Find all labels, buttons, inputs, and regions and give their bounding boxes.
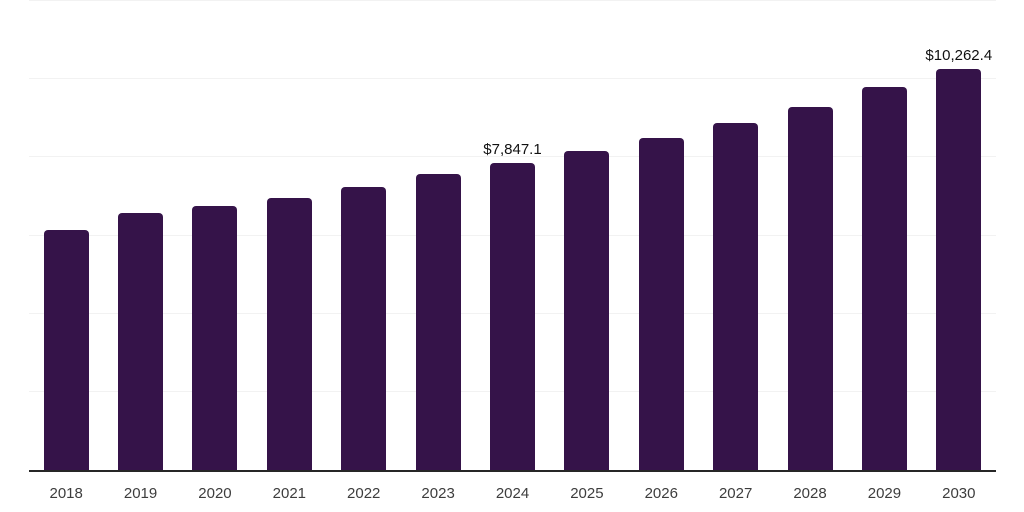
bar-2030[interactable] xyxy=(936,68,982,470)
plot-area: 2018 2019 2020 2021 2022 2023 2024 $7,847.1 2025… xyxy=(29,0,996,501)
x-tick-label-2022: 2022 xyxy=(347,485,381,502)
x-tick-label-2019: 2019 xyxy=(123,485,158,502)
bar-2027[interactable] xyxy=(713,122,759,470)
x-tick-label-2020: 2020 xyxy=(198,485,232,502)
bar-2021[interactable] xyxy=(266,198,312,470)
bar-2018[interactable] xyxy=(43,229,89,470)
bar-2026[interactable] xyxy=(638,137,684,470)
gridline-12000 xyxy=(29,0,996,1)
x-tick-label-2027: 2027 xyxy=(718,485,753,502)
bar-2020[interactable] xyxy=(192,206,238,470)
x-tick-label-2024: 2024 xyxy=(495,485,530,502)
bar-2028[interactable] xyxy=(787,106,833,470)
x-tick-label-2026: 2026 xyxy=(644,485,678,502)
gridline-10000 xyxy=(29,78,996,80)
x-tick-label-2029: 2029 xyxy=(867,485,902,502)
x-tick-label-2018: 2018 xyxy=(49,485,83,502)
data-label-2024: $7,847.1 xyxy=(483,141,542,159)
x-tick-label-2030: 2030 xyxy=(942,485,976,502)
x-tick-label-2023: 2023 xyxy=(421,485,455,502)
x-tick-label-2025: 2025 xyxy=(570,485,604,502)
gridline-8000 xyxy=(29,156,996,158)
bar-2019[interactable] xyxy=(118,212,164,470)
bar-2025[interactable] xyxy=(564,150,610,470)
data-label-2030: $10,262.4 xyxy=(925,46,993,64)
bar-2023[interactable] xyxy=(415,173,461,470)
bar-2022[interactable] xyxy=(341,187,387,470)
bar-2029[interactable] xyxy=(861,87,907,470)
bar-2024[interactable] xyxy=(490,163,535,470)
x-tick-label-2028: 2028 xyxy=(793,485,827,502)
x-tick-label-2021: 2021 xyxy=(272,485,307,502)
